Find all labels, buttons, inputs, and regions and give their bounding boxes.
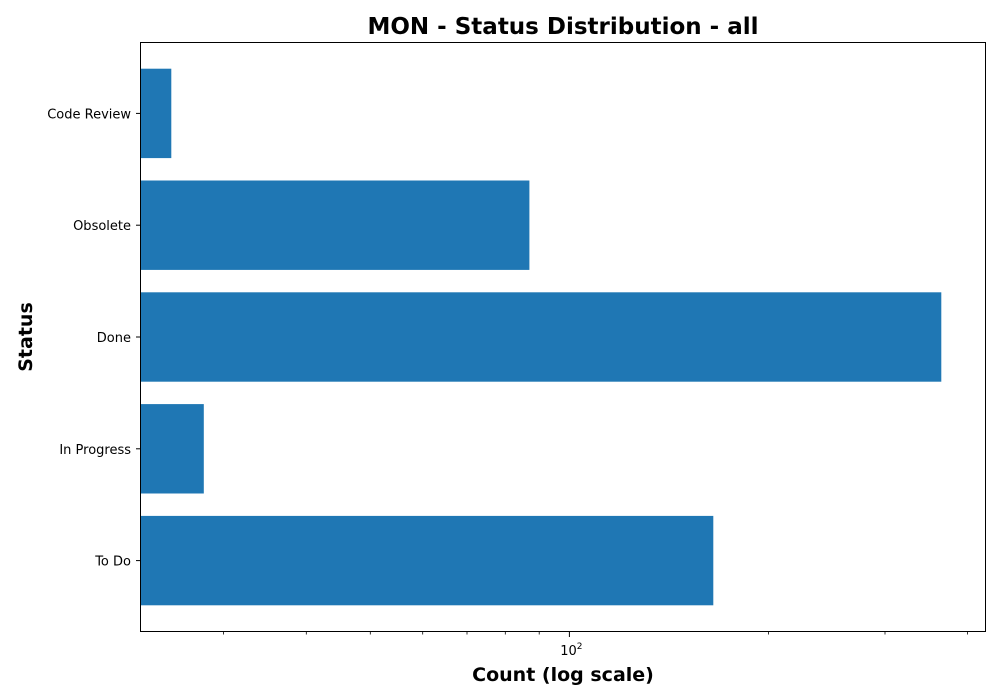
y-tick-label-in-progress: In Progress bbox=[59, 443, 131, 458]
chart-title: MON - Status Distribution - all bbox=[367, 14, 758, 40]
bars-group bbox=[141, 68, 942, 606]
x-tick-label: 102 bbox=[560, 642, 582, 659]
bar-code-review bbox=[141, 68, 172, 159]
y-axis-ticks: To Do In Progress Done Obsolete Code Review bbox=[47, 107, 141, 570]
x-axis-title: Count (log scale) bbox=[472, 664, 654, 686]
bar-obsolete bbox=[141, 180, 530, 270]
x-axis-ticks: 102 bbox=[223, 631, 968, 659]
bar-to-do bbox=[141, 515, 714, 606]
bar-in-progress bbox=[141, 404, 204, 494]
y-tick-label-done: Done bbox=[97, 331, 131, 346]
y-axis-title: Status bbox=[15, 302, 37, 372]
y-tick-label-obsolete: Obsolete bbox=[73, 219, 131, 234]
y-tick-label-code-review: Code Review bbox=[47, 107, 131, 122]
bar-done bbox=[141, 292, 942, 382]
y-tick-label-to-do: To Do bbox=[94, 555, 131, 570]
